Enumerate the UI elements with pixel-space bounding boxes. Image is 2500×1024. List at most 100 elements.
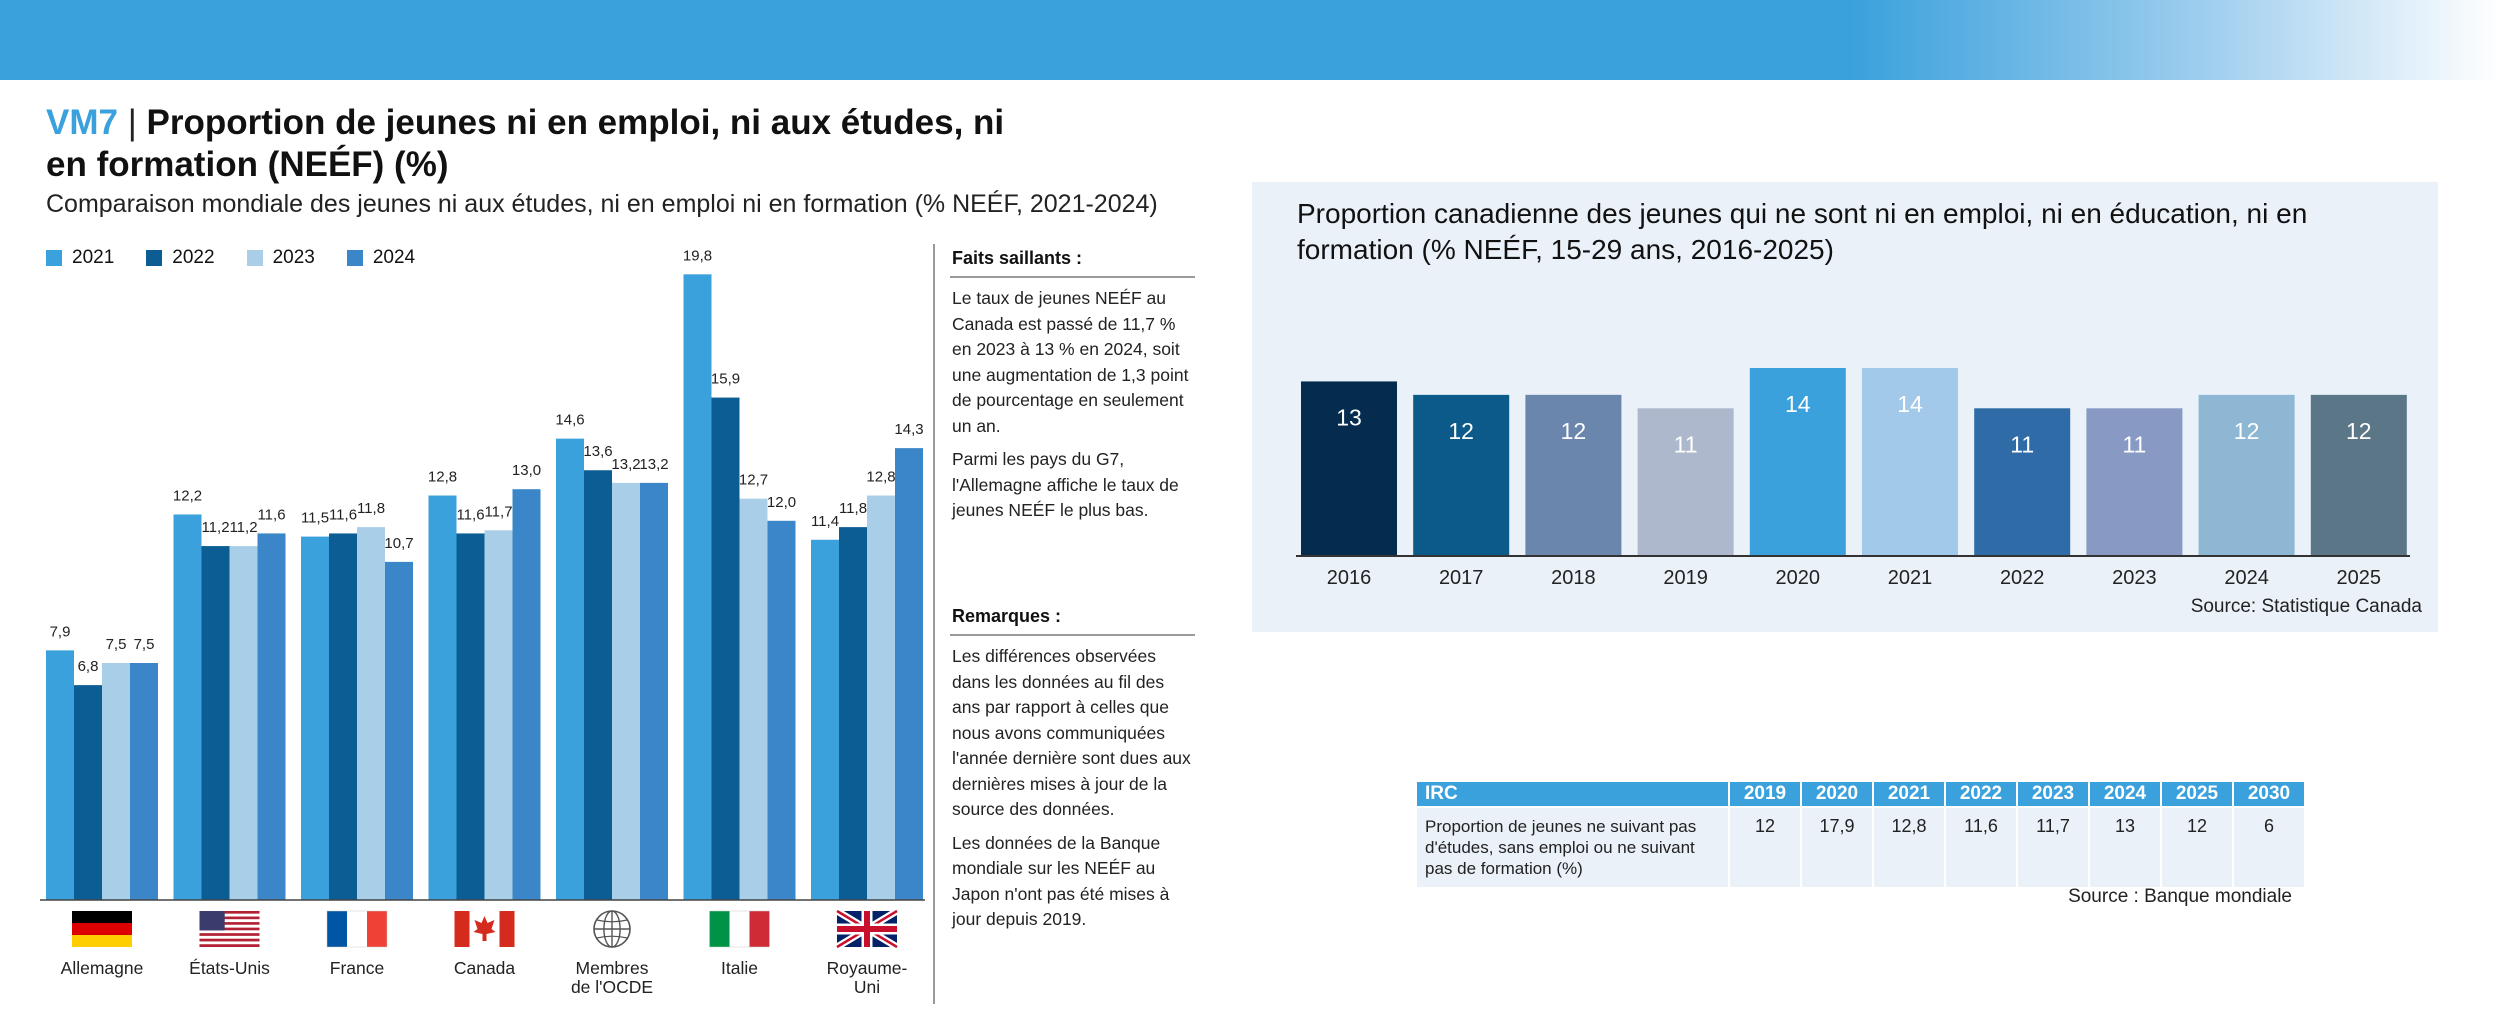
canada-bar-label-2024: 12 xyxy=(2234,418,2260,444)
legend-item-2022: 2022 xyxy=(146,246,215,270)
flag-usa xyxy=(199,911,260,947)
category-label-2: France xyxy=(330,958,384,978)
bar-royaumeuni-2023 xyxy=(867,495,895,900)
irc-value-2024: 13 xyxy=(2089,806,2162,887)
top-banner xyxy=(0,0,2500,80)
canada-year-label-2017: 2017 xyxy=(1439,567,1484,589)
irc-value-2021: 12,8 xyxy=(1873,806,1946,887)
chart-legend: 2021 2022 2023 2024 xyxy=(46,246,415,270)
bar-france-2023 xyxy=(357,527,385,900)
bar-france-2021 xyxy=(301,536,329,900)
canada-year-label-2018: 2018 xyxy=(1551,567,1596,589)
legend-swatch-2022 xyxy=(146,250,163,266)
remarque-2: Les données de la Banque mondiale sur le… xyxy=(952,832,1170,930)
canada-bar-label-2025: 12 xyxy=(2346,418,2372,444)
irc-header-row: IRC 2019 2020 2021 2022 2023 2024 2025 2… xyxy=(1417,782,2306,807)
bar-label-4-2021: 14,6 xyxy=(555,412,584,429)
canada-chart-source: Source: Statistique Canada xyxy=(2190,596,2422,617)
bar-label-6-2023: 12,8 xyxy=(866,469,895,486)
bar-tatsunis-2021 xyxy=(173,514,202,900)
canada-bar-label-2016: 13 xyxy=(1336,404,1362,430)
irc-row-label: Proportion de jeunes ne suivant pas d'ét… xyxy=(1417,806,1730,887)
bar-label-2-2022: 11,6 xyxy=(329,506,357,523)
bar-allemagne-2021 xyxy=(46,650,74,900)
bar-france-2022 xyxy=(329,533,357,900)
category-label-6: Royaume- xyxy=(827,958,908,978)
faits-title: Faits saillants : xyxy=(952,248,1083,268)
bar-label-2-2021: 11,5 xyxy=(301,510,329,527)
bar-label-1-2023: 11,2 xyxy=(229,519,257,536)
bar-label-2-2023: 11,8 xyxy=(357,500,385,517)
sidebar-divider xyxy=(933,244,935,1004)
irc-value-2022: 11,6 xyxy=(1945,806,2018,887)
flag-canada xyxy=(454,911,515,947)
title-separator: | xyxy=(127,103,137,142)
bar-royaumeuni-2024 xyxy=(895,448,923,900)
bar-label-0-2024: 7,5 xyxy=(134,636,155,653)
bar-label-4-2023: 13,2 xyxy=(611,456,640,473)
canada-bar-label-2019: 11 xyxy=(1674,431,1698,457)
bar-label-5-2024: 12,0 xyxy=(767,494,796,511)
flag-france xyxy=(326,910,388,948)
chart-subtitle: Comparaison mondiale des jeunes ni aux é… xyxy=(46,190,1158,218)
bar-france-2024 xyxy=(385,561,413,900)
bar-italie-2022 xyxy=(711,397,740,900)
irc-header-label: IRC xyxy=(1417,782,1730,807)
canada-bar-label-2022: 11 xyxy=(2010,431,2034,457)
category-label-1: États-Unis xyxy=(189,958,270,978)
legend-label-2024: 2024 xyxy=(372,247,416,268)
title-text: Proportion de jeunes ni en emploi, ni au… xyxy=(46,103,1005,184)
bar-group-6: 11,411,8 12,8 14,3 xyxy=(811,421,924,900)
canada-bar-2021 xyxy=(1862,368,1958,556)
bar-allemagne-2022 xyxy=(74,685,102,900)
legend-label-2023: 2023 xyxy=(272,247,315,268)
bar-label-1-2024: 11,6 xyxy=(257,506,285,523)
legend-item-2023: 2023 xyxy=(246,246,315,270)
bar-group-5: 19,8 15,9 12,7 12,0 xyxy=(683,247,796,900)
canada-bar-label-2020: 14 xyxy=(1785,391,1811,417)
remarque-1: Les différences observées dans les donné… xyxy=(952,646,1191,819)
canada-bar-2018 xyxy=(1525,394,1622,556)
page-title: VM7 | Proportion de jeunes ni en emploi,… xyxy=(46,102,1046,186)
category-label-0: Allemagne xyxy=(61,958,144,978)
canada-bar-label-2021: 14 xyxy=(1897,391,1923,417)
canada-chart-title: Proportion canadienne des jeunes qui ne … xyxy=(1297,198,2308,265)
bar-membresdelocde-2022 xyxy=(584,470,612,900)
irc-year-2024: 2024 xyxy=(2089,782,2162,807)
legend-label-2022: 2022 xyxy=(172,247,215,268)
remarques-text: Les différences observées dans les donné… xyxy=(952,644,1197,941)
irc-year-2022: 2022 xyxy=(1945,782,2018,807)
bar-royaumeuni-2021 xyxy=(811,539,839,900)
bar-membresdelocde-2021 xyxy=(556,438,584,900)
canada-bar-2017 xyxy=(1413,394,1510,556)
canada-bar-2019 xyxy=(1637,408,1734,556)
legend-label-2021: 2021 xyxy=(72,247,115,268)
bar-allemagne-2023 xyxy=(102,663,130,900)
bar-royaumeuni-2022 xyxy=(839,527,867,900)
bar-group-4: 14,613,613,213,2 xyxy=(555,412,669,900)
bar-label-5-2023: 12,7 xyxy=(739,472,768,489)
irc-value-2030: 6 xyxy=(2233,806,2306,887)
legend-swatch-2023 xyxy=(246,250,263,266)
bar-label-1-2021: 12,2 xyxy=(173,487,202,504)
irc-year-2025: 2025 xyxy=(2161,782,2234,807)
canada-bar-label-2018: 12 xyxy=(1561,418,1587,444)
bar-label-0-2021: 7,9 xyxy=(50,623,71,640)
bar-canada-2022 xyxy=(456,533,485,900)
irc-value-2020: 17,9 xyxy=(1801,806,1874,887)
irc-value-2023: 11,7 xyxy=(2017,806,2090,887)
bar-label-5-2022: 15,9 xyxy=(711,371,740,388)
irc-year-2023: 2023 xyxy=(2017,782,2090,807)
flag-italy xyxy=(709,910,770,948)
legend-item-2021: 2021 xyxy=(46,246,114,270)
bar-label-6-2021: 11,4 xyxy=(811,513,839,530)
category-label-5: Italie xyxy=(721,958,758,978)
faits-text: Le taux de jeunes NEÉF au Canada est pas… xyxy=(952,286,1197,532)
fait-1: Le taux de jeunes NEÉF au Canada est pas… xyxy=(952,288,1189,436)
bar-tatsunis-2022 xyxy=(201,546,230,900)
irc-year-2021: 2021 xyxy=(1873,782,1946,807)
bar-canada-2021 xyxy=(428,495,457,900)
canada-year-label-2021: 2021 xyxy=(1888,567,1933,589)
legend-swatch-2021 xyxy=(46,250,62,266)
canada-year-label-2023: 2023 xyxy=(2112,567,2157,589)
